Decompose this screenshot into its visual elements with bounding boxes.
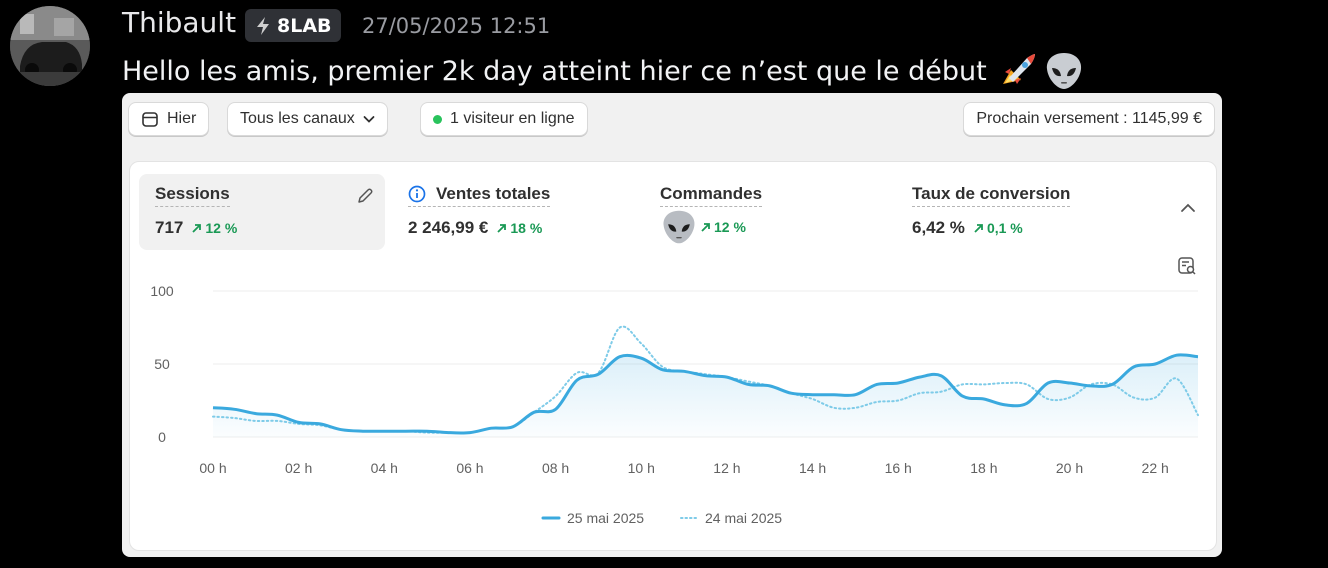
app-badge-label: 8LAB [277,14,332,37]
y-tick-label: 0 [158,429,166,445]
x-tick-label: 18 h [970,460,997,476]
y-tick-label: 50 [154,356,170,372]
channels-dropdown[interactable]: Tous les canaux [227,102,388,136]
chart-analysis-icon[interactable] [1177,256,1197,276]
metric-value: 6,42 % [912,218,965,237]
y-tick-label: 100 [150,283,174,299]
alien-emoji [663,210,695,244]
metric-title: Taux de conversion [912,184,1071,207]
x-tick-label: 00 h [199,460,226,476]
metric-change-label: 18 % [510,220,543,236]
metric-total-sales[interactable]: Ventes totales 2 246,99 € 18 % [392,174,638,250]
message-timestamp[interactable]: 27/05/2025 12:51 [362,14,551,38]
metric-orders[interactable]: Commandes 12 % [644,174,890,250]
x-tick-label: 14 h [799,460,826,476]
metric-conversion-rate[interactable]: Taux de conversion 6,42 % 0,1 % [896,174,1142,250]
app-badge[interactable]: 8LAB [245,9,341,42]
metric-change-label: 12 % [714,219,746,235]
legend-label[interactable]: 25 mai 2025 [567,510,644,526]
metric-title: Commandes [660,184,763,207]
legend-label[interactable]: 24 mai 2025 [705,510,782,526]
channels-label: Tous les canaux [240,110,355,127]
series-line-25-mai [212,353,1199,435]
message-content: Hello les amis, premier 2k day atteint h… [122,50,1085,92]
metric-change-label: 12 % [205,220,238,236]
pencil-icon[interactable] [355,186,375,206]
x-tick-label: 08 h [542,460,569,476]
calendar-icon [142,112,158,127]
x-tick-label: 12 h [713,460,740,476]
x-tick-label: 20 h [1056,460,1083,476]
metric-title: Ventes totales [408,184,551,207]
arrow-up-right-icon [701,222,710,232]
metric-change: 12 % [191,220,237,236]
x-tick-label: 04 h [371,460,398,476]
metric-change-label: 0,1 % [986,220,1023,236]
x-tick-label: 22 h [1142,460,1169,476]
metric-title-label: Ventes totales [436,184,551,203]
avatar[interactable] [10,6,90,86]
date-range-label: Hier [167,110,197,127]
analytics-card: Sessions 717 12 % Ventes totales [129,161,1217,551]
metric-change: 18 % [496,220,542,236]
metric-sessions[interactable]: Sessions 717 12 % [139,174,385,250]
alien-emoji[interactable] [1043,50,1085,92]
arrow-up-right-icon [192,223,202,233]
rocket-emoji[interactable] [995,50,1039,92]
arrow-up-right-icon [497,223,507,233]
metric-change: 0,1 % [973,220,1023,236]
sessions-line-chart: 0 50 100 00 h 02 h 04 h 06 h 08 h 10 h 12 h 14 h 1… [150,283,1199,526]
series-area [213,354,1198,437]
metric-title: Sessions [155,184,230,207]
message-text: Hello les amis, premier 2k day atteint h… [122,55,987,87]
payout-label: Prochain versement : 1145,99 € [976,110,1202,127]
live-visitors-button[interactable]: 1 visiteur en ligne [420,102,588,136]
x-tick-label: 02 h [285,460,312,476]
x-tick-label: 06 h [456,460,483,476]
x-tick-label: 10 h [628,460,655,476]
metric-change: 12 % [700,219,746,235]
live-status-dot [433,114,442,124]
arrow-up-right-icon [974,223,983,233]
metric-value: 717 [155,218,184,237]
embedded-screenshot[interactable]: Hier Tous les canaux 1 visiteur en ligne… [122,93,1222,557]
payout-button[interactable]: Prochain versement : 1145,99 € [963,102,1215,136]
date-range-button[interactable]: Hier [128,102,210,136]
lightning-icon [257,16,269,35]
x-tick-label: 16 h [885,460,912,476]
info-icon[interactable] [408,185,426,203]
chevron-up-icon[interactable] [1180,202,1196,214]
username[interactable]: Thibault [122,6,237,39]
live-visitors-label: 1 visiteur en ligne [450,110,575,127]
metric-value: 2 246,99 € [408,218,489,237]
chevron-down-icon [363,116,375,123]
